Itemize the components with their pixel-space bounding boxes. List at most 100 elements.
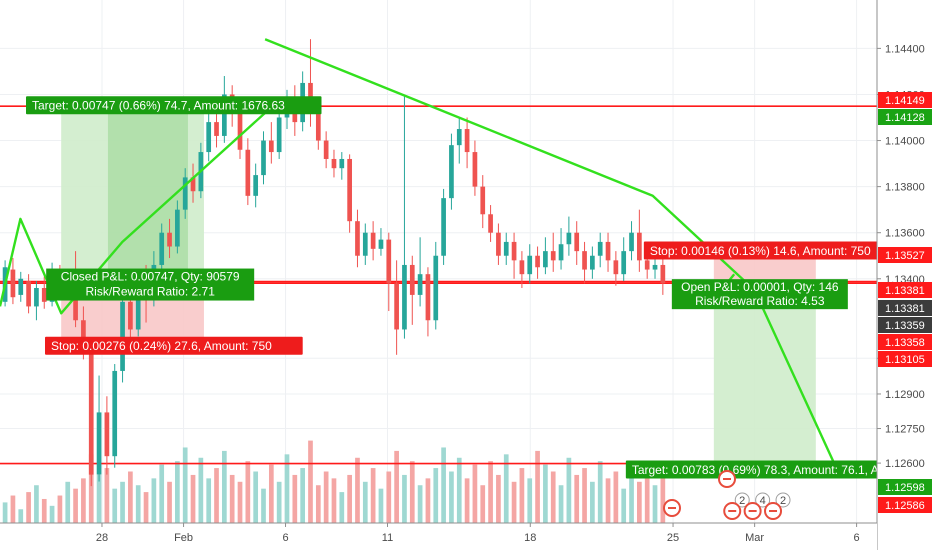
price-tag-box	[878, 282, 932, 298]
candle-body	[402, 264, 407, 330]
time-axis-bg	[0, 523, 877, 550]
price-tag-box	[878, 479, 932, 495]
event-marker-circle	[775, 492, 791, 508]
candle-body	[167, 232, 172, 247]
candle-body	[629, 232, 634, 252]
candle-body	[96, 412, 102, 475]
candle-body	[81, 320, 86, 348]
candle-body	[378, 239, 384, 249]
candle-body	[362, 232, 368, 256]
time-tick-label: Feb	[174, 532, 193, 544]
volume-bar	[339, 492, 345, 523]
candle-body	[550, 251, 556, 261]
volume-bar	[10, 495, 16, 523]
candle-body	[464, 129, 470, 153]
candle-body	[104, 412, 110, 457]
candle-body	[488, 214, 493, 233]
candle-body	[558, 244, 564, 261]
volume-bar	[88, 454, 94, 523]
volume-bar	[323, 471, 329, 523]
volume-bar	[112, 488, 118, 523]
time-tick-label: 28	[96, 532, 108, 544]
volume-bar	[417, 485, 423, 523]
candle-body	[276, 117, 282, 153]
candle-body	[18, 278, 24, 295]
candle-body	[386, 239, 392, 284]
event-marker-circle	[734, 492, 750, 508]
candle-body	[261, 140, 266, 176]
price-tag-label: 1.13105	[885, 354, 925, 366]
volume-bar	[18, 509, 24, 523]
volume-bar	[597, 461, 603, 523]
volume-bar	[425, 478, 431, 523]
short-target-label-box	[625, 460, 877, 479]
volume-bar	[182, 447, 188, 523]
volume-bar	[190, 474, 196, 523]
candle-body	[206, 122, 212, 153]
price-tag-label: 1.13527	[885, 250, 925, 262]
candle-body	[605, 241, 611, 261]
candle-body	[597, 241, 603, 256]
price-tag-box	[878, 334, 932, 350]
volume-bar	[503, 454, 509, 523]
long-stop-label-box	[45, 336, 303, 355]
time-axis: 28 Feb 6 11 18 25 Mar 6	[0, 522, 877, 550]
candle-body	[472, 152, 478, 187]
price-tick-label: 1.14400	[885, 43, 925, 55]
candle-body	[574, 232, 580, 252]
candle-body	[237, 110, 243, 150]
short-stop-label: Stop: 0.00146 (0.13%) 14.6, Amount: 750	[650, 244, 871, 258]
volume-bar	[315, 485, 321, 523]
price-tag-box	[878, 351, 932, 367]
volume-bar	[637, 481, 642, 523]
candle-body	[112, 370, 118, 457]
volume-bar	[2, 502, 8, 523]
volume-bar	[41, 498, 47, 523]
volume-bar	[464, 478, 470, 523]
volume-bar	[519, 468, 525, 523]
volume-bar	[253, 471, 259, 523]
volume-bar	[81, 478, 86, 523]
candle-body	[449, 145, 454, 199]
volume-bar	[574, 474, 580, 523]
price-tag-label: 1.13381	[885, 303, 925, 315]
candle-body	[370, 232, 376, 249]
volume-bar	[49, 505, 55, 523]
candle-body	[190, 177, 196, 192]
short-rr-label: Risk/Reward Ratio: 4.53	[695, 294, 825, 308]
volume-bar	[550, 471, 556, 523]
candle-body	[268, 140, 274, 153]
volume-bar	[535, 450, 540, 523]
candle-body	[34, 287, 39, 307]
volume-bar	[347, 474, 352, 523]
candle-body	[660, 264, 666, 284]
short-open-box	[671, 279, 848, 310]
candle-body	[245, 149, 251, 196]
volume-bar	[237, 481, 243, 523]
volume-bar	[34, 485, 39, 523]
candle-body	[535, 255, 540, 268]
plot-area: Target: 0.00747 (0.66%) 74.7, Amount: 16…	[0, 0, 877, 523]
time-tick-label: 18	[524, 532, 536, 544]
volume-bar	[355, 457, 360, 523]
volume-bar	[488, 461, 493, 523]
trend-line	[0, 112, 266, 315]
volume-bar	[480, 485, 486, 523]
price-axis-bg	[877, 0, 932, 550]
candle-body	[652, 264, 658, 270]
candle-body	[120, 301, 125, 371]
volume-bar	[292, 474, 298, 523]
volume-bar	[57, 495, 63, 523]
volume-bar	[276, 481, 282, 523]
volume-bar	[660, 478, 666, 523]
price-tag-label: 1.13358	[885, 337, 925, 349]
candle-body	[644, 260, 650, 270]
candle-body	[496, 232, 501, 256]
time-tick-label: 25	[667, 532, 679, 544]
price-tag-box	[878, 300, 932, 316]
volume-bar	[331, 478, 337, 523]
candle-body	[480, 186, 486, 215]
volume-bar	[151, 478, 157, 523]
price-tick-label: 1.12900	[885, 389, 925, 401]
